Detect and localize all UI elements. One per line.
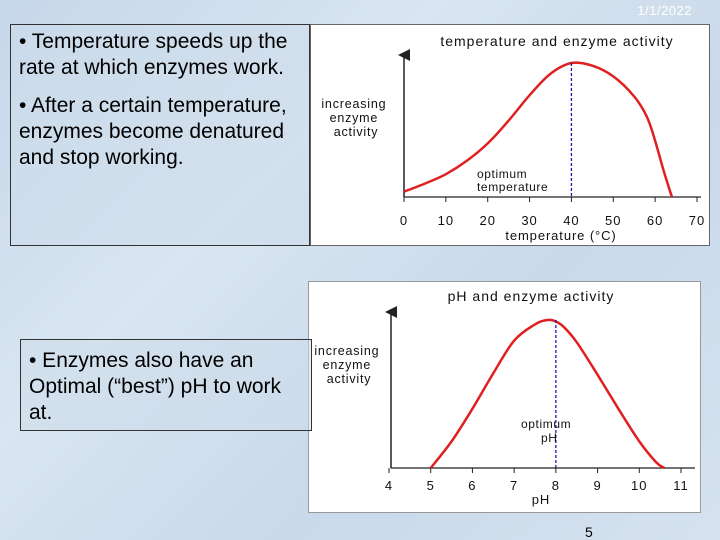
temperature-chart-svg: temperature and enzyme activity increasi… [321,33,705,243]
temperature-chart: temperature and enzyme activity increasi… [310,24,710,246]
ph-tick-label: 5 [427,478,435,493]
ph-tick-label: 9 [593,478,601,493]
ph-chart-svg: pH and enzyme activity increasing enzyme… [314,288,695,507]
ph-chart: pH and enzyme activity increasing enzyme… [308,281,701,513]
ph-x-axis-label: pH [532,492,550,507]
temperature-chart-title: temperature and enzyme activity [440,33,673,49]
temperature-x-ticks: 0 10 20 30 40 50 60 70 [400,197,705,228]
ph-bullet-1: • Enzymes also have an Optimal (“best”) … [29,349,282,424]
temperature-y-axis-label: increasing enzyme activity [321,97,390,139]
temperature-tick-label: 40 [563,213,579,228]
temperature-tick-label: 20 [479,213,495,228]
ph-activity-curve [429,318,666,470]
temperature-tick-label: 60 [647,213,663,228]
temperature-tick-label: 70 [689,213,705,228]
temperature-tick-label: 0 [400,213,408,228]
ph-tick-label: 7 [510,478,518,493]
page-number: 5 [585,524,593,540]
ph-y-axis-label: increasing enzyme activity [314,344,383,386]
ph-tick-label: 11 [673,478,689,493]
ph-chart-title: pH and enzyme activity [448,288,615,304]
temperature-bullet-2: • After a certain temperature, enzymes b… [19,94,287,169]
ph-text-box: • Enzymes also have an Optimal (“best”) … [20,339,312,431]
temperature-tick-label: 10 [438,213,454,228]
ph-tick-label: 8 [552,478,560,493]
ph-tick-label: 10 [631,478,647,493]
ph-tick-label: 4 [385,478,393,493]
ph-x-ticks: 4 5 6 7 8 9 10 11 [385,468,689,493]
optimum-ph-label: optimum pH [521,417,575,445]
temperature-tick-label: 50 [605,213,621,228]
ph-tick-label: 6 [468,478,476,493]
temperature-text-box: • Temperature speeds up the rate at whic… [10,24,310,246]
temperature-bullet-1: • Temperature speeds up the rate at whic… [19,30,288,79]
temperature-activity-curve [403,61,674,198]
slide-date: 1/1/2022 [637,3,692,18]
temperature-x-axis-label: temperature (°C) [505,228,616,243]
optimum-temperature-label: optimum temperature [477,167,548,194]
temperature-tick-label: 30 [521,213,537,228]
